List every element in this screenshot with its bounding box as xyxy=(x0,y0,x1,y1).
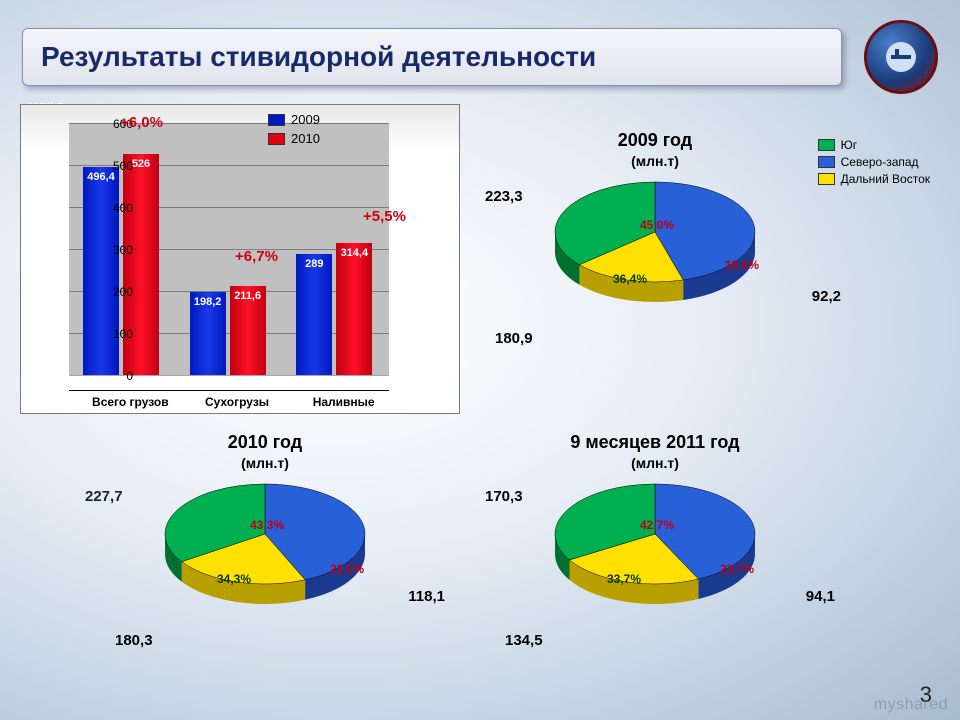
y-tick: 0 xyxy=(103,369,133,383)
pie-2009-nw-pct: 45,0% xyxy=(640,218,674,232)
pie-2011-sub: (млн.т) xyxy=(495,455,815,471)
bar-2009-2: 289 xyxy=(296,254,332,375)
legend-swatch-2010 xyxy=(268,133,285,145)
pie-2011-fe-val: 94,1 xyxy=(806,588,835,605)
legend-label-2009: 2009 xyxy=(291,112,320,127)
bar-2009-1: 198,2 xyxy=(190,292,226,375)
pie-2011-s-pct: 33,7% xyxy=(607,572,641,586)
x-category: Сухогрузы xyxy=(184,395,291,409)
legend-swatch-fe xyxy=(818,173,835,185)
title-bar: Результаты стивидорной деятельности xyxy=(22,28,842,86)
bar-2010-2: 314,4 xyxy=(336,243,372,375)
pie-2009-sub: (млн.т) xyxy=(495,153,815,169)
y-tick: 400 xyxy=(103,201,133,215)
bar-2010-1: 211,6 xyxy=(230,286,266,375)
pie-2009-s-val: 180,9 xyxy=(495,330,533,347)
pie-2010-nw-val: 227,7 xyxy=(85,488,123,505)
pie-2010-sub: (млн.т) xyxy=(105,455,425,471)
pie-2011-title: 9 месяцев 2011 год xyxy=(495,432,815,453)
legend-fe: Дальний Восток xyxy=(841,172,930,186)
y-tick: 100 xyxy=(103,327,133,341)
pie-2011: 9 месяцев 2011 год (млн.т) 170,3 94,1 13… xyxy=(495,432,815,609)
pie-2009-fe-val: 92,2 xyxy=(812,288,841,305)
growth-1: +6,7% xyxy=(235,248,278,265)
bar-value-label: 314,4 xyxy=(336,247,372,259)
bar-2010-0: 526 xyxy=(123,154,159,375)
legend-south: Юг xyxy=(841,138,858,152)
pie-2010-fe-pct: 22,5% xyxy=(330,562,364,576)
x-category: Наливные xyxy=(290,395,397,409)
pie-2009-title: 2009 год xyxy=(495,130,815,151)
pie-2009-nw-val: 223,3 xyxy=(485,188,523,205)
legend-label-2010: 2010 xyxy=(291,131,320,146)
bar-value-label: 198,2 xyxy=(190,296,226,308)
pie-2010-s-pct: 34,3% xyxy=(217,572,251,586)
legend-swatch-south xyxy=(818,139,835,151)
pie-2010-fe-val: 118,1 xyxy=(408,588,445,605)
pie-2009: 2009 год (млн.т) 223,3 92,2 180,9 45,0% … xyxy=(495,130,815,307)
x-category: Всего грузов xyxy=(77,395,184,409)
pie-2011-s-val: 134,5 xyxy=(505,632,543,649)
y-tick: 500 xyxy=(103,159,133,173)
pie-2011-nw-pct: 42,7% xyxy=(640,518,674,532)
y-tick: 300 xyxy=(103,243,133,257)
pie-2010-s-val: 180,3 xyxy=(115,632,153,649)
y-tick: 200 xyxy=(103,285,133,299)
pie-2011-nw-val: 170,3 xyxy=(485,488,523,505)
pie-2010-title: 2010 год xyxy=(105,432,425,453)
pie-2010-nw-pct: 43,3% xyxy=(250,518,284,532)
growth-0: +6,0% xyxy=(120,114,163,131)
legend-swatch-2009 xyxy=(268,114,285,126)
watermark: myshared xyxy=(874,696,948,714)
legend-swatch-nw xyxy=(818,156,835,168)
page-title: Результаты стивидорной деятельности xyxy=(41,41,596,73)
pie-legend: Юг Северо-запад Дальний Восток xyxy=(818,138,930,189)
pie-2011-fe-pct: 23,7% xyxy=(720,562,754,576)
bar-value-label: 211,6 xyxy=(230,290,266,302)
bar-legend: 2009 2010 xyxy=(268,112,320,150)
bar-2009-0: 496,4 xyxy=(83,167,119,375)
bar-value-label: 289 xyxy=(296,258,332,270)
pie-2009-fe-pct: 18,6% xyxy=(725,258,759,272)
pie-2009-s-pct: 36,4% xyxy=(613,272,647,286)
legend-nw: Северо-запад xyxy=(841,155,919,169)
association-logo xyxy=(864,20,938,94)
growth-2: +5,5% xyxy=(363,208,406,225)
pie-2010: 2010 год (млн.т) 227,7 118,1 180,3 43,3%… xyxy=(105,432,425,609)
